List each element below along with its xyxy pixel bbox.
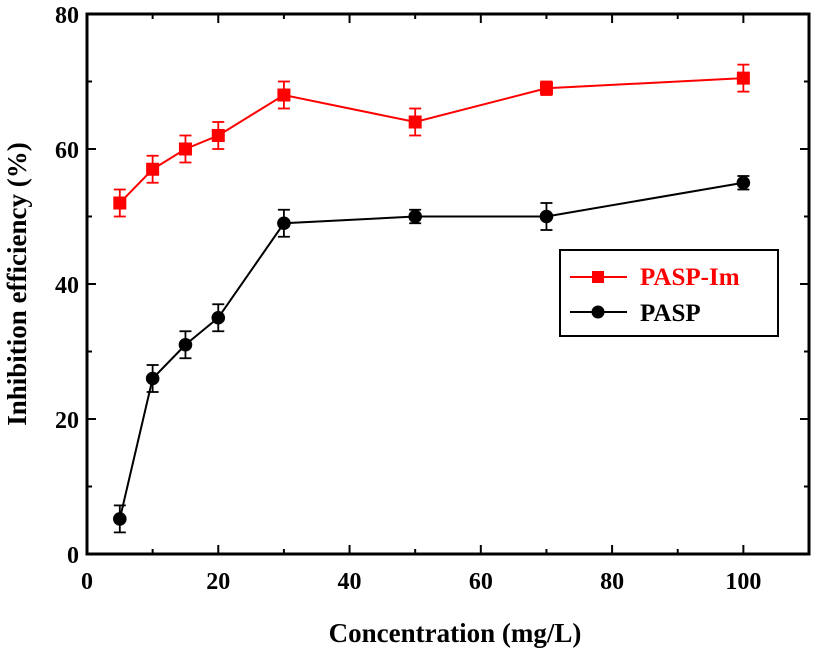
y-tick-label: 0: [67, 543, 79, 569]
data-point-pasp-im: [277, 88, 291, 102]
y-axis-title: Inhibition efficiency (%): [2, 142, 32, 426]
x-tick-label: 60: [469, 569, 493, 595]
data-point-pasp-im: [408, 115, 422, 129]
data-point-pasp-im: [211, 129, 225, 142]
data-point-pasp-im: [736, 71, 750, 85]
x-axis-title: Concentration (mg/L): [329, 618, 582, 648]
x-tick-label: 80: [600, 569, 624, 595]
x-tick-label: 0: [81, 569, 93, 595]
legend-label-pasp: PASP: [640, 300, 701, 327]
x-tick-label: 20: [206, 569, 230, 595]
series-layer: [113, 63, 751, 534]
legend: PASP-Im PASP: [559, 249, 779, 337]
data-point-pasp: [408, 209, 422, 224]
data-point-pasp: [736, 175, 751, 190]
y-tick-label: 40: [55, 273, 79, 299]
legend-box: [559, 249, 779, 337]
data-point-pasp: [539, 209, 554, 224]
data-point-pasp-im: [113, 196, 127, 210]
y-tick-label: 60: [55, 138, 79, 164]
data-point-pasp-im: [539, 81, 553, 95]
series-pasp: [113, 175, 751, 534]
legend-label-pasp-im: PASP-Im: [640, 264, 740, 291]
data-point-pasp-im: [178, 142, 192, 156]
series-line-pasp: [118, 181, 744, 520]
axis-ticks: [86, 13, 809, 555]
legend-marker-pasp: [591, 305, 605, 319]
axis-tick-labels: 0 20 40 60 80 100 0 20 40 60 80: [55, 3, 761, 595]
data-point-pasp: [178, 337, 193, 352]
y-tick-label: 80: [55, 3, 79, 29]
legend-marker-pasp-im: [592, 271, 604, 283]
data-point-pasp: [145, 371, 160, 386]
x-tick-label: 40: [338, 569, 362, 595]
x-tick-label: 100: [725, 569, 761, 595]
data-point-pasp: [211, 310, 226, 325]
data-point-pasp-im: [146, 162, 160, 176]
data-point-pasp: [277, 216, 291, 231]
data-point-pasp: [113, 512, 127, 526]
series-pasp-im: [113, 63, 750, 218]
y-tick-label: 20: [55, 408, 79, 434]
